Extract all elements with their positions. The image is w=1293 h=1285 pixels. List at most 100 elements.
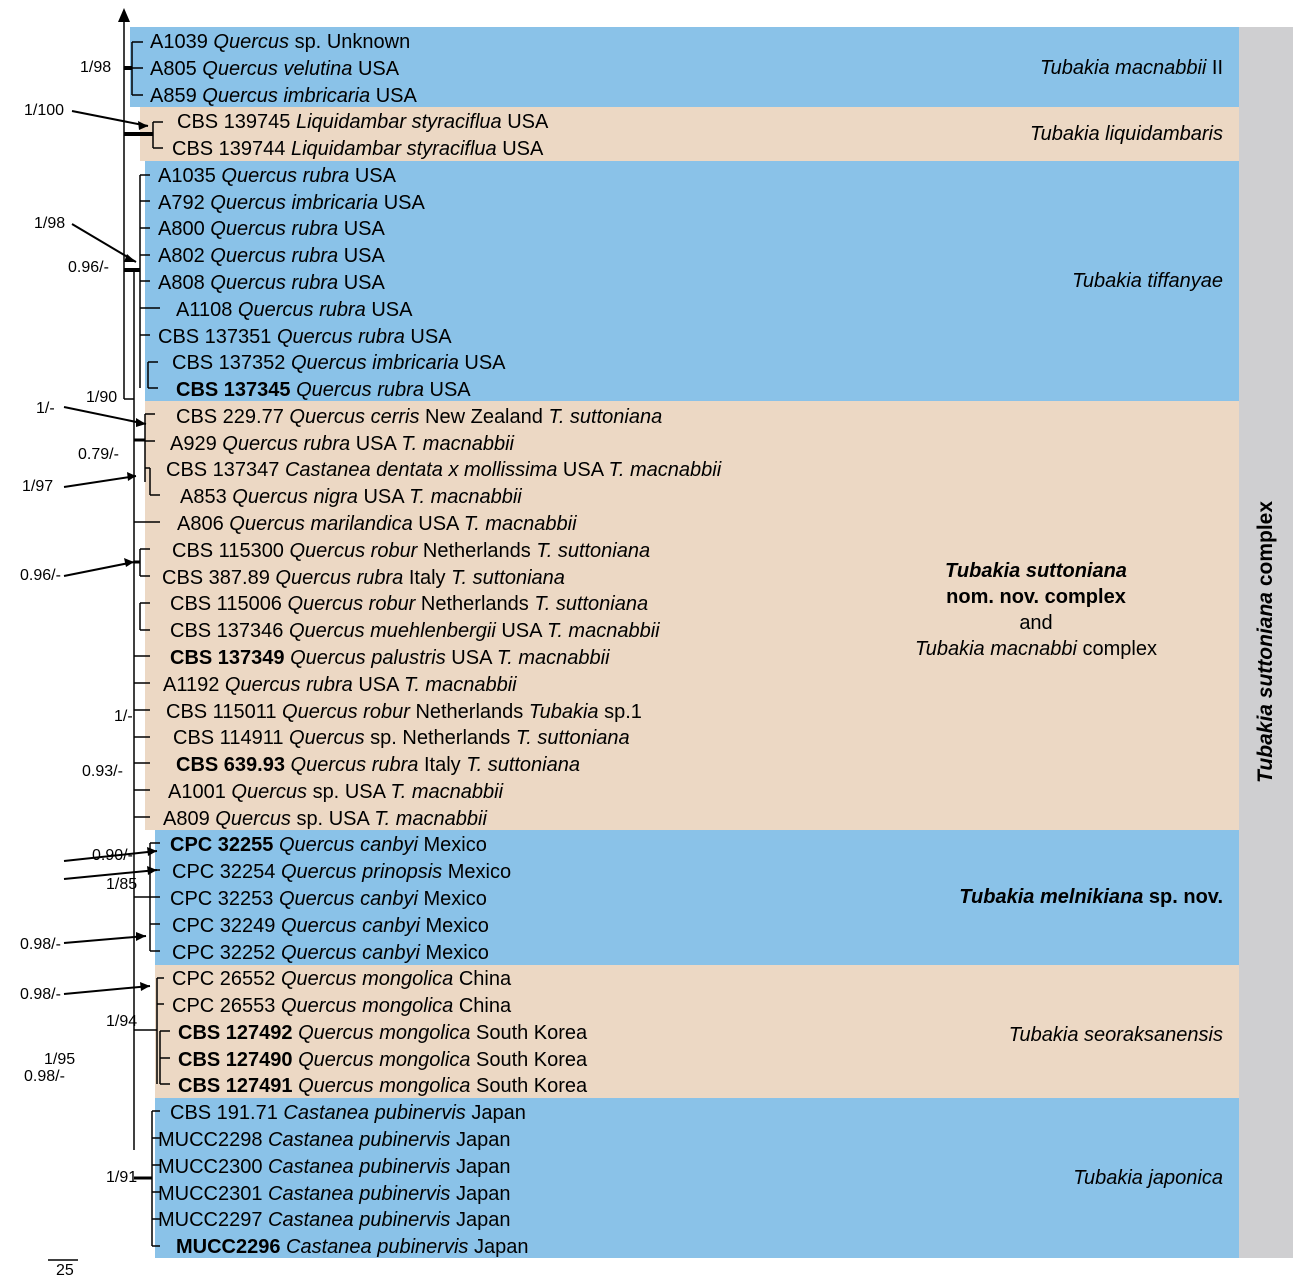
host-genus: Castanea	[268, 1155, 354, 1178]
taxon-label: MUCC2301 Castanea pubinervis Japan	[158, 1182, 510, 1206]
clade-band-tiffanyae	[145, 161, 1239, 401]
country: Mexico	[425, 941, 489, 964]
taxon-label: CBS 639.93 Quercus rubra Italy T. sutton…	[176, 753, 580, 777]
strain-id: CPC 32255	[170, 834, 274, 857]
host-epithet: velutina	[283, 57, 353, 80]
taxon-label: MUCC2296 Castanea pubinervis Japan	[176, 1235, 528, 1259]
host-epithet: mongolica	[379, 1075, 471, 1098]
country: Japan	[473, 1236, 529, 1259]
strain-id: CBS 137352	[172, 352, 286, 375]
strain-id: A808	[158, 272, 205, 295]
host-genus: Quercus	[221, 164, 297, 187]
taxon-label: A1192 Quercus rubra USA T. macnabbii	[163, 673, 517, 697]
strain-id: A1108	[176, 298, 233, 321]
host-epithet: rubra	[371, 754, 419, 777]
host-genus: Quercus	[210, 245, 286, 268]
country: USA	[429, 379, 471, 402]
clade-label-liquidambaris: Tubakia liquidambaris	[1029, 123, 1223, 145]
host-genus: Liquidambar	[295, 111, 407, 134]
country: USA	[418, 513, 459, 536]
host-genus: Quercus	[232, 486, 308, 509]
strain-id: MUCC2300	[158, 1155, 263, 1178]
identification: T. macnabbii	[401, 432, 514, 455]
country: USA	[355, 432, 396, 455]
taxon-label: A805 Quercus velutina USA	[150, 57, 399, 81]
taxon-label: CBS 191.71 Castanea pubinervis Japan	[170, 1101, 526, 1125]
country: China	[458, 995, 512, 1018]
taxon-label: CBS 115300 Quercus robur Netherlands T. …	[172, 539, 650, 563]
taxon-label: CBS 137345 Quercus rubra USA	[176, 378, 471, 402]
country: USA	[502, 138, 544, 161]
taxon-label: MUCC2297 Castanea pubinervis Japan	[158, 1208, 510, 1232]
identification: T. suttoniana	[534, 593, 649, 616]
identification: T. macnabbii	[546, 620, 660, 643]
identification: T. suttoniana	[466, 754, 580, 777]
host-epithet: palustris	[371, 646, 446, 669]
strain-id: CPC 32253	[170, 887, 274, 910]
clade-band-japonica	[155, 1098, 1239, 1258]
strain-id: A800	[158, 218, 205, 241]
taxon-label: CBS 139745 Liquidambar styraciflua USA	[177, 110, 548, 134]
host-epithet: rubra	[303, 432, 351, 455]
clade-band-macnabbii-ii	[130, 27, 1239, 107]
support-value: 0.98/-	[24, 1068, 65, 1085]
support-value: 1/100	[24, 102, 65, 119]
strain-id: CBS 137345	[176, 379, 291, 402]
country: Mexico	[423, 834, 487, 857]
identification: T. macnabbii	[390, 780, 504, 803]
country: South Korea	[475, 1021, 588, 1044]
country: South Korea	[475, 1048, 588, 1071]
support-value: 1/97	[22, 478, 54, 495]
host-genus: Quercus	[231, 780, 307, 803]
strain-id: A792	[158, 191, 205, 214]
identification: T. macnabbii	[374, 807, 487, 830]
host-epithet: mongolica	[379, 1021, 471, 1044]
host-genus: Quercus	[282, 700, 358, 723]
host-epithet: canbyi	[362, 941, 420, 964]
clade-label-suttoniana-complex: Tubakia suttoniana nom. nov. complex and…	[915, 560, 1157, 660]
support-value: 1/98	[34, 215, 66, 232]
taxon-label: CBS 137351 Quercus rubra USA	[158, 325, 452, 349]
country: Netherlands	[422, 539, 531, 562]
taxon-label: A929 Quercus rubra USA T. macnabbii	[170, 432, 514, 456]
taxon-label: CPC 32255 Quercus canbyi Mexico	[170, 833, 487, 857]
taxon-label: CBS 114911 Quercus sp. Netherlands T. su…	[173, 726, 630, 750]
strain-id: CBS 114911	[173, 727, 284, 750]
strain-id: A802	[158, 245, 205, 268]
support-value: 0.79/-	[78, 446, 119, 463]
country: Mexico	[423, 887, 487, 910]
host-epithet: imbricaria	[372, 352, 459, 375]
taxon-label: CBS 127492 Quercus mongolica South Korea	[178, 1021, 587, 1045]
support-value: 0.96/-	[20, 567, 61, 584]
country: USA	[343, 272, 385, 295]
clade-band-suttoniana-macnabbii	[145, 401, 1239, 830]
strain-id: CPC 26552	[172, 968, 276, 991]
country: USA	[464, 352, 506, 375]
clade-band-seoraksanensis	[155, 965, 1239, 1098]
host-epithet: mongolica	[362, 968, 454, 991]
host-epithet: pubinervis	[377, 1236, 469, 1259]
host-genus: Castanea	[283, 1102, 370, 1125]
host-epithet: rubra	[377, 379, 424, 402]
identification: T. suttoniana	[515, 727, 630, 750]
host-epithet: robur	[368, 593, 416, 616]
host-epithet: cerris	[370, 405, 420, 428]
host-epithet: pubinervis	[359, 1128, 451, 1151]
clade-label-seoraksanensis: Tubakia seoraksanensis	[1008, 1024, 1223, 1046]
strain-id: A1001	[168, 780, 226, 803]
country: USA	[358, 673, 399, 696]
host-epithet: styraciflua	[411, 111, 502, 134]
clade-label-melnikiana: Tubakia melnikiana sp. nov.	[959, 886, 1223, 908]
host-genus: Quercus	[289, 539, 366, 562]
taxon-label: CBS 139744 Liquidambar styraciflua USA	[172, 137, 543, 161]
taxon-label: A800 Quercus rubra USA	[158, 217, 385, 241]
identification: T. macnabbii	[496, 646, 610, 669]
host-genus: Quercus	[289, 405, 366, 428]
clade-band-melnikiana	[155, 830, 1239, 965]
identification: T. macnabbii	[403, 673, 517, 696]
taxon-label: A1039 Quercus sp. Unknown	[150, 30, 410, 54]
identification: Tubakia	[528, 700, 599, 723]
country: Italy	[423, 754, 461, 777]
host-epithet: styraciflua	[406, 138, 497, 161]
